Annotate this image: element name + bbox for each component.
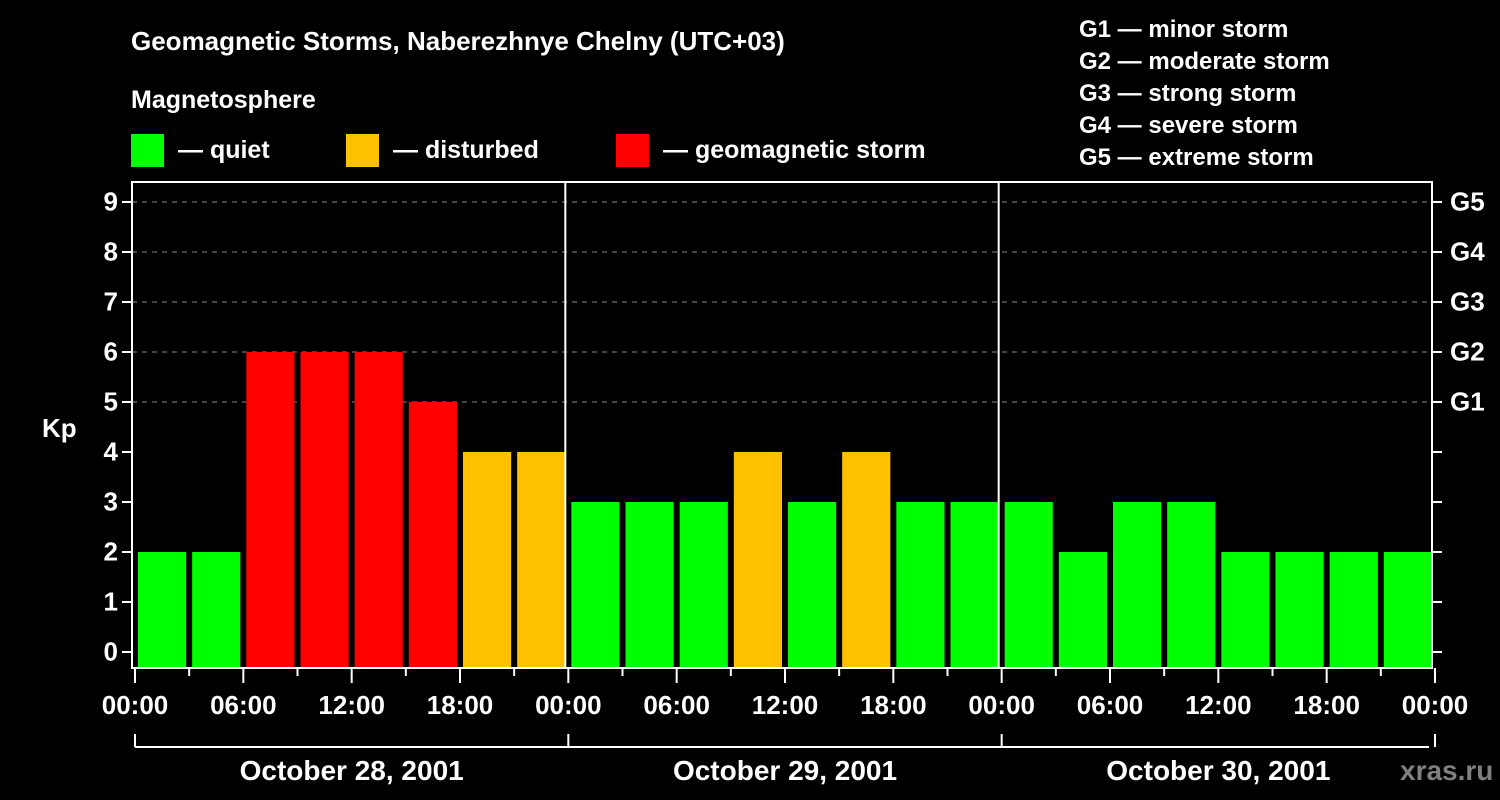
x-tick-label: 12:00 <box>751 690 819 720</box>
legend-item-quiet: — quiet <box>131 133 270 167</box>
date-label: October 29, 2001 <box>672 755 898 786</box>
x-tick-label: 18:00 <box>1293 690 1360 720</box>
kp-bar <box>625 502 674 668</box>
kp-bar <box>896 502 945 668</box>
y-tick-label: 6 <box>103 336 118 367</box>
y-tick-label: 9 <box>103 186 118 217</box>
kp-bar <box>192 552 241 668</box>
kp-bar <box>1004 502 1053 668</box>
x-tick-label: 00:00 <box>1401 690 1469 720</box>
x-tick-label: 00:00 <box>535 690 602 720</box>
x-tick-label: 06:00 <box>643 690 710 720</box>
g-tick-label: G1 <box>1450 386 1485 417</box>
y-tick-label: 2 <box>103 536 118 567</box>
x-tick-label: 06:00 <box>1076 690 1144 720</box>
kp-bar <box>679 502 728 668</box>
y-tick-label: 3 <box>103 486 118 517</box>
y-tick-label: 4 <box>103 436 118 467</box>
kp-bar <box>463 452 512 668</box>
x-tick-label: 00:00 <box>101 690 169 720</box>
legend-heading: Magnetosphere <box>131 86 316 114</box>
g-tick-label: G3 <box>1450 286 1485 317</box>
legend-label-disturbed: — disturbed <box>393 135 539 164</box>
kp-bar <box>1329 552 1378 668</box>
x-tick-label: 00:00 <box>968 690 1035 720</box>
legend-label-storm: — geomagnetic storm <box>663 135 926 164</box>
kp-bar <box>354 352 403 668</box>
x-tick-label: 12:00 <box>318 690 385 720</box>
kp-bar <box>1113 502 1162 668</box>
kp-bar <box>300 352 349 668</box>
x-tick-label: 06:00 <box>210 690 277 720</box>
kp-bar <box>1383 552 1432 668</box>
g-legend-g3: G3 — strong storm <box>1079 80 1297 107</box>
y-axis-label: Kp <box>42 413 77 443</box>
legend-item-storm: — geomagnetic storm <box>616 133 926 167</box>
y-tick-label: 0 <box>103 636 118 667</box>
date-label: October 28, 2001 <box>239 755 464 786</box>
kp-bar <box>571 502 620 668</box>
kp-bar <box>246 352 295 668</box>
kp-bar <box>408 402 457 668</box>
kp-bar <box>517 452 566 668</box>
g-legend-g5: G5 — extreme storm <box>1079 144 1314 171</box>
plot-frame <box>131 181 1433 669</box>
kp-bar <box>138 552 187 668</box>
legend-label-quiet: — quiet <box>178 135 270 164</box>
x-tick-label: 18:00 <box>426 690 494 720</box>
kp-bar <box>1275 552 1324 668</box>
g-tick-label: G2 <box>1450 336 1485 367</box>
g-tick-label: G5 <box>1450 186 1485 217</box>
kp-bar <box>1167 502 1216 668</box>
watermark: xras.ru <box>1400 755 1494 786</box>
chart-title: Geomagnetic Storms, Naberezhnye Chelny (… <box>131 26 785 56</box>
kp-bar <box>733 452 782 668</box>
date-label: October 30, 2001 <box>1106 755 1331 786</box>
kp-bar <box>950 502 999 668</box>
swatch-quiet <box>131 133 164 167</box>
g-scale-legend: G1 — minor storm G2 — moderate storm G3 … <box>1079 14 1330 174</box>
swatch-disturbed <box>346 133 379 167</box>
kp-bar <box>788 502 837 668</box>
y-tick-label: 7 <box>103 286 118 317</box>
swatch-storm <box>616 133 649 167</box>
y-tick-label: 8 <box>103 236 118 267</box>
x-tick-label: 12:00 <box>1185 690 1252 720</box>
kp-bar <box>1058 552 1107 668</box>
y-tick-label: 1 <box>103 586 118 617</box>
g-legend-g4: G4 — severe storm <box>1079 112 1298 139</box>
y-tick-label: 5 <box>103 386 118 417</box>
g-legend-g1: G1 — minor storm <box>1079 16 1289 43</box>
x-tick-label: 18:00 <box>860 690 927 720</box>
legend-item-disturbed: — disturbed <box>346 133 539 167</box>
g-legend-g2: G2 — moderate storm <box>1079 48 1330 75</box>
kp-bar <box>1221 552 1270 668</box>
g-tick-label: G4 <box>1450 236 1485 267</box>
kp-bar <box>842 452 891 668</box>
